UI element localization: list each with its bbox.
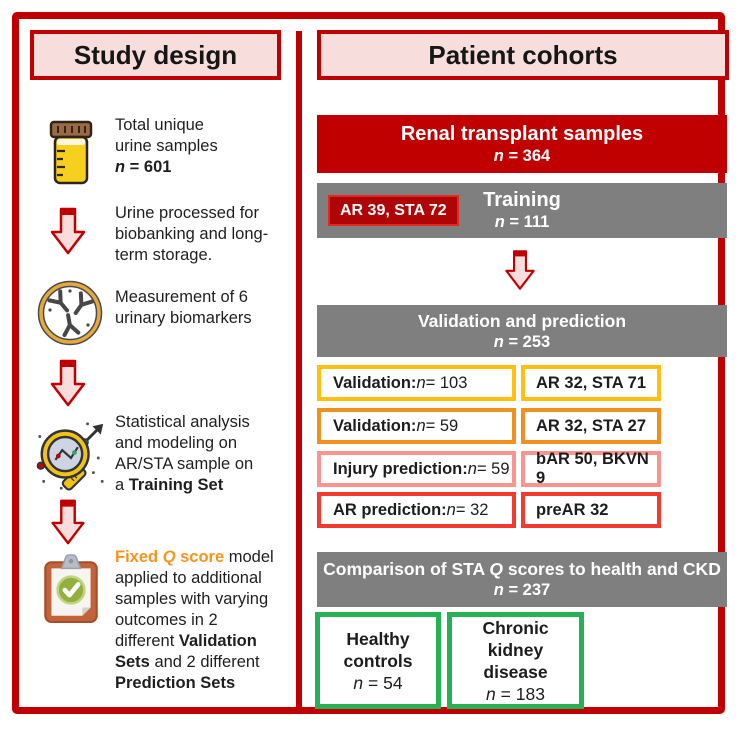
validation-prediction-title: Validation and prediction	[417, 310, 627, 331]
clipboard-check-icon	[44, 554, 98, 623]
statistical-analysis-text: Statistical analysis and modeling on AR/…	[115, 413, 254, 494]
validation-prediction-n: n = 253	[493, 332, 551, 351]
urine-processed-text: Urine processed for biobanking and long-…	[115, 204, 269, 264]
down-arrow-icon	[50, 359, 86, 407]
chronic-kidney-disease-box: Chronic kidney disease n = 183	[447, 612, 584, 709]
fixed-q-model-text: Fixed Q score model applied to additiona…	[115, 548, 274, 692]
biomarkers-circle-icon	[37, 280, 103, 346]
training-title: Training	[483, 189, 561, 211]
study-design-title: Study design	[30, 30, 281, 80]
patient-cohorts-title: Patient cohorts	[317, 30, 729, 80]
validation-row-2-detail: AR 32, STA 27	[521, 408, 661, 444]
total-samples-n: n = 601	[115, 158, 172, 176]
training-chip: AR 39, STA 72	[328, 195, 459, 226]
healthy-controls-box: Healthy controls n = 54	[315, 612, 441, 709]
patient-cohorts-title-label: Patient cohorts	[428, 39, 618, 70]
figure-border	[12, 12, 725, 714]
validation-row-1-detail: AR 32, STA 71	[521, 365, 661, 401]
validation-row-1-label: Validation: n = 103	[317, 365, 516, 401]
comparison-title: Comparison of STA Q scores to health and…	[323, 559, 721, 579]
renal-title: Renal transplant samples	[400, 122, 644, 145]
validation-prediction-box: Validation and prediction n = 253	[317, 305, 727, 357]
magnifier-chart-icon	[36, 422, 104, 491]
total-samples-line1: Total unique	[115, 116, 204, 134]
training-n: n = 111	[494, 213, 550, 231]
renal-n: n = 364	[493, 146, 551, 165]
panel-divider	[296, 31, 302, 708]
comparison-n: n = 237	[493, 581, 551, 599]
injury-prediction-row-detail: bAR 50, BKVN 9	[521, 450, 661, 487]
ckd-n: n = 183	[486, 683, 545, 704]
ar-prediction-row-label: AR prediction: n = 32	[317, 492, 516, 528]
healthy-n: n = 54	[353, 672, 403, 693]
urine-sample-jar-icon	[49, 120, 93, 185]
down-arrow-icon	[505, 250, 535, 290]
renal-transplant-samples-box: Renal transplant samples n = 364	[317, 115, 727, 173]
biomarkers-text: Measurement of 6 urinary biomarkers	[115, 288, 252, 327]
down-arrow-icon	[50, 207, 86, 255]
validation-row-2-label: Validation: n = 59	[317, 408, 516, 444]
ar-prediction-row-detail: preAR 32	[521, 492, 661, 528]
total-samples-line2: urine samples	[115, 137, 218, 155]
training-box: AR 39, STA 72 Training n = 111	[317, 183, 727, 238]
total-samples-text: Total unique urine samples n = 601	[115, 115, 295, 178]
study-design-title-label: Study design	[73, 39, 238, 70]
down-arrow-icon	[51, 499, 85, 545]
injury-prediction-row-label: Injury prediction: n = 59	[317, 451, 516, 487]
comparison-box: Comparison of STA Q scores to health and…	[317, 552, 727, 607]
